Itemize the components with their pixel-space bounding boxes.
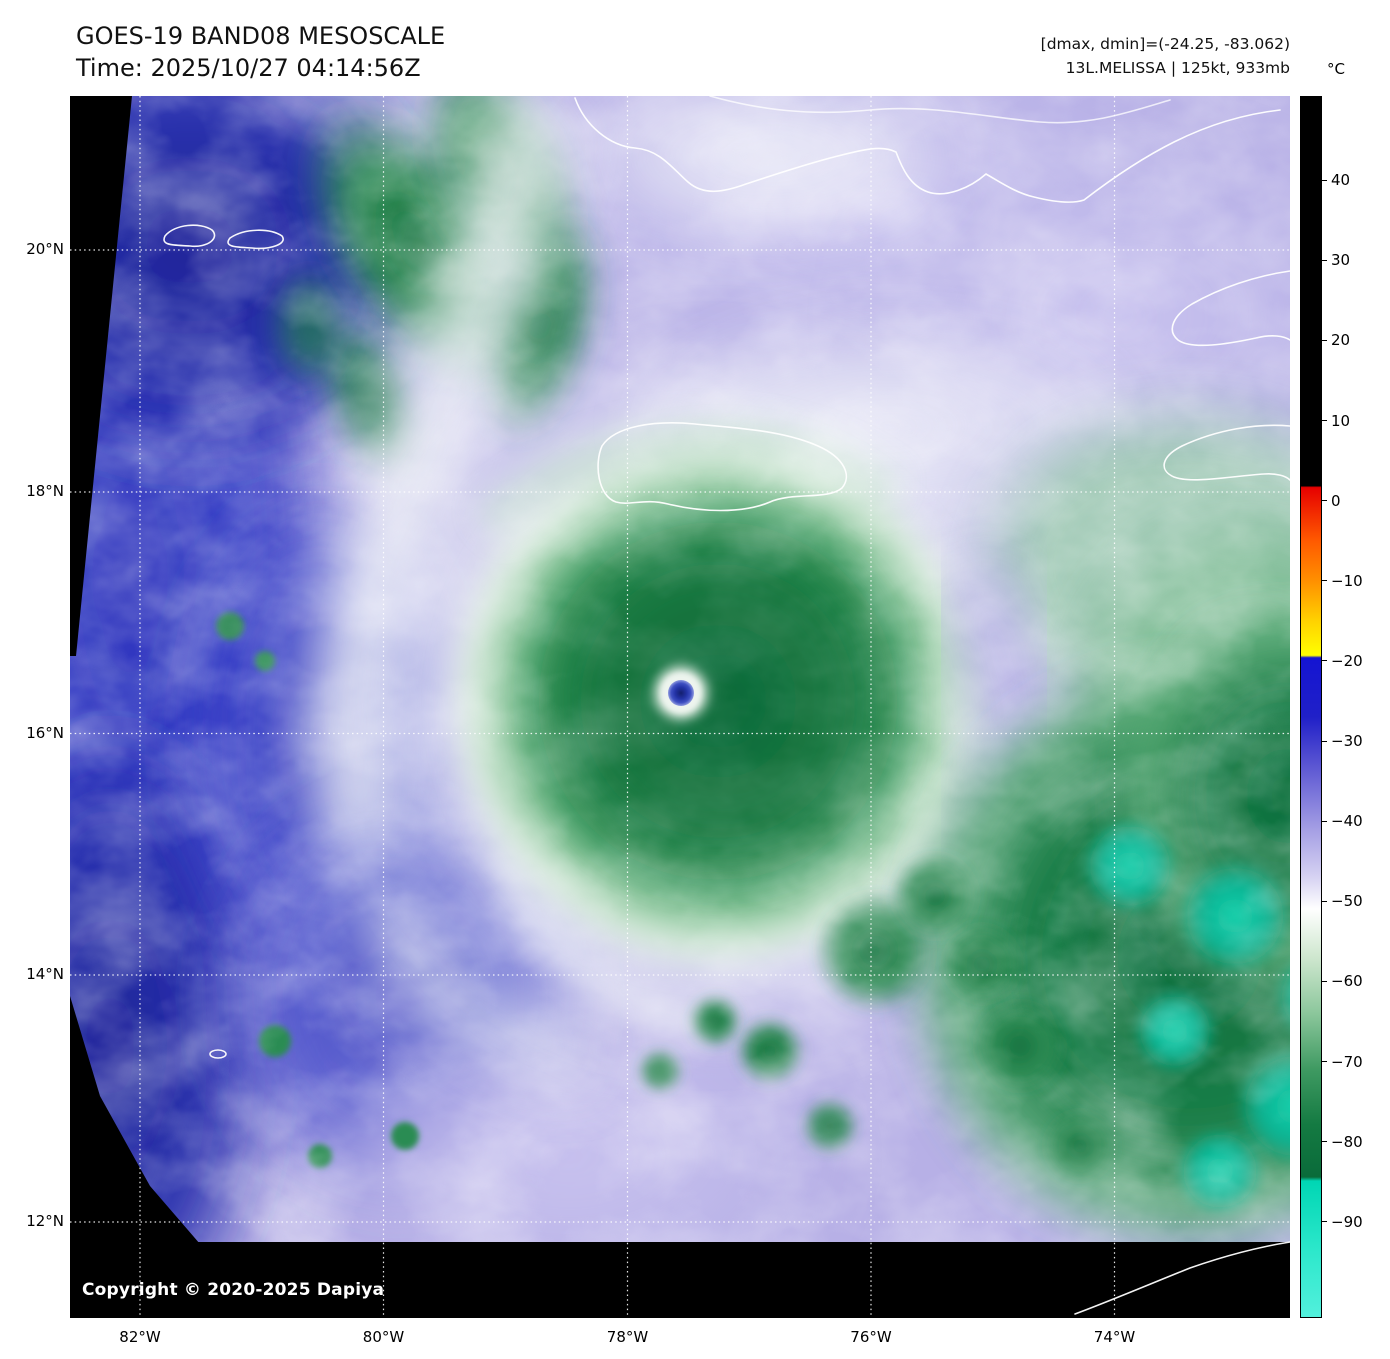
data-range: [dmax, dmin]=(-24.25, -83.062)	[1040, 35, 1290, 53]
cloud-field	[70, 96, 1290, 1318]
lon-axis-label: 74°W	[1093, 1328, 1136, 1346]
colorbar-tick-label: −40	[1331, 812, 1363, 831]
colorbar-tick-mark	[1322, 339, 1327, 341]
colorbar-tick-label: −70	[1331, 1052, 1363, 1071]
haiti-northwest-coastline	[1171, 270, 1290, 347]
header-right: [dmax, dmin]=(-24.25, -83.062) 13L.MELIS…	[1041, 32, 1290, 80]
copyright: Copyright © 2020-2025 Dapiya	[82, 1280, 385, 1300]
lon-axis-label: 76°W	[850, 1328, 892, 1346]
hurricane-eye	[655, 667, 707, 719]
colorbar-tick-mark	[1322, 1061, 1327, 1063]
page-title: GOES-19 BAND08 MESOSCALE	[76, 22, 446, 50]
colorbar-tick-mark	[1322, 900, 1327, 902]
colorbar-tick-mark	[1322, 820, 1327, 822]
lat-axis-label: 16°N	[26, 723, 64, 742]
cayman-islands-outline	[163, 224, 216, 248]
lon-axis-label: 78°W	[606, 1328, 649, 1346]
small-cay-outline	[209, 1049, 227, 1059]
colorbar-tick-label: 10	[1331, 411, 1351, 430]
colorbar-tick-label: −90	[1331, 1212, 1363, 1231]
coastlines	[163, 96, 1290, 1315]
timestamp: Time: 2025/10/27 04:14:56Z	[76, 54, 421, 82]
cuba-coastline	[574, 97, 1281, 203]
lon-axis-label: 82°W	[119, 1328, 161, 1346]
header-left: GOES-19 BAND08 MESOSCALE Time: 2025/10/2…	[76, 20, 445, 84]
colorbar-tick-mark	[1322, 1141, 1327, 1143]
colorbar-tick-mark	[1322, 660, 1327, 662]
grid-lines	[70, 96, 1290, 1318]
lat-axis-label: 12°N	[26, 1212, 64, 1230]
colorbar-tick-mark	[1322, 740, 1327, 742]
colorbar-tick-label: −60	[1331, 972, 1363, 991]
colorbar-tick-label: 30	[1331, 251, 1351, 270]
cayman-islands-outline-2	[227, 229, 284, 250]
colorbar-tick-label: 40	[1331, 171, 1351, 190]
satellite-image	[70, 96, 1290, 1318]
colorbar-tick-label: −30	[1331, 732, 1363, 751]
lon-axis-label: 80°W	[362, 1328, 405, 1346]
haiti-south-coastline	[1163, 424, 1290, 481]
colorbar-tick-label: −20	[1331, 651, 1363, 670]
colorbar	[1300, 96, 1322, 1318]
colorbar-tick-mark	[1322, 179, 1327, 181]
colorbar-unit: °C	[1327, 60, 1345, 78]
colorbar-tick-label: −10	[1331, 571, 1363, 590]
colorbar-tick-label: −80	[1331, 1132, 1363, 1151]
lat-axis-label: 20°N	[26, 240, 64, 258]
colorbar-tick-mark	[1322, 420, 1327, 422]
south-america-coastline	[1074, 1241, 1290, 1315]
colorbar-tick-label: 0	[1331, 491, 1341, 510]
cuba-north-coastline	[709, 96, 1171, 124]
offscan-mask	[70, 96, 1290, 1318]
lat-axis-label: 18°N	[26, 482, 64, 500]
colorbar-tick-mark	[1322, 980, 1327, 982]
colorbar-tick-mark	[1322, 1221, 1327, 1223]
colorbar-tick-mark	[1322, 580, 1327, 582]
colorbar-tick-mark	[1322, 500, 1327, 502]
colorbar-tick-label: −50	[1331, 892, 1363, 911]
jamaica-coastline	[597, 422, 848, 512]
satellite-map	[70, 96, 1290, 1318]
colorbar-tick-label: 20	[1331, 331, 1351, 350]
colorbar-tick-mark	[1322, 259, 1327, 261]
storm-info: 13L.MELISSA | 125kt, 933mb	[1065, 59, 1290, 77]
lat-axis-label: 14°N	[26, 965, 64, 983]
